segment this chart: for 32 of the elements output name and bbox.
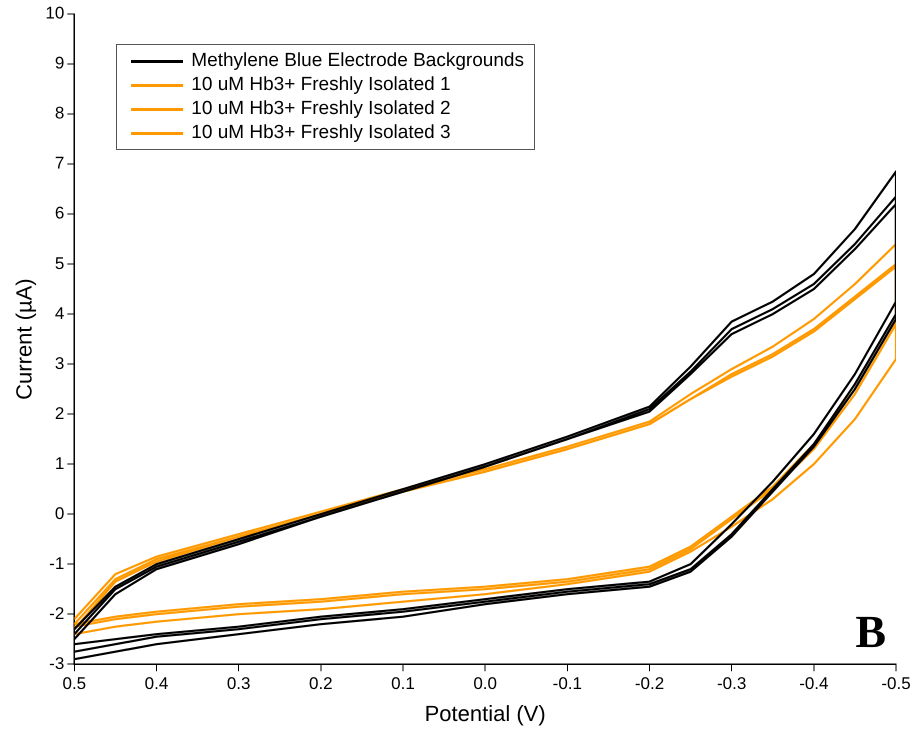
- y-tick-label: 5: [54, 254, 64, 273]
- y-tick-label: 2: [54, 404, 64, 423]
- x-tick-label: -0.5: [881, 674, 911, 694]
- y-tick-label: 8: [54, 104, 64, 123]
- legend-label: 10 uM Hb3+ Freshly Isolated 3: [191, 121, 451, 145]
- y-tick-label: 4: [54, 304, 64, 323]
- y-tick-label: 1: [54, 454, 64, 473]
- y-tick-label: 9: [54, 54, 64, 73]
- legend-label: 10 uM Hb3+ Freshly Isolated 2: [191, 97, 451, 121]
- x-tick-label: -0.3: [717, 674, 746, 694]
- y-tick-label: 7: [54, 154, 64, 173]
- y-tick-label: 6: [54, 204, 64, 223]
- x-tick-label: 0.0: [473, 674, 497, 694]
- legend-label: 10 uM Hb3+ Freshly Isolated 1: [191, 73, 451, 97]
- x-tick-label: 0.1: [391, 674, 415, 694]
- x-tick-label: -0.4: [799, 674, 828, 694]
- y-tick-label: 10: [45, 4, 64, 23]
- y-tick-label: 0: [54, 504, 64, 523]
- x-tick-label: -0.1: [552, 674, 582, 694]
- x-tick-label: -0.2: [634, 674, 664, 694]
- y-axis-title: Current (µA): [11, 278, 36, 400]
- x-tick-label: 0.2: [308, 674, 333, 694]
- x-tick-label: 0.3: [226, 674, 250, 694]
- x-tick-label: 0.5: [62, 674, 86, 694]
- x-axis-title: Potential (V): [424, 700, 546, 726]
- legend-label: Methylene Blue Electrode Backgrounds: [191, 49, 524, 73]
- y-tick-label: -1: [49, 554, 64, 573]
- x-tick-label: 0.4: [144, 674, 168, 694]
- y-tick-label: 3: [54, 354, 64, 373]
- annotation: B: [855, 606, 886, 658]
- y-tick-label: -2: [49, 604, 64, 623]
- y-tick-label: -3: [49, 654, 64, 673]
